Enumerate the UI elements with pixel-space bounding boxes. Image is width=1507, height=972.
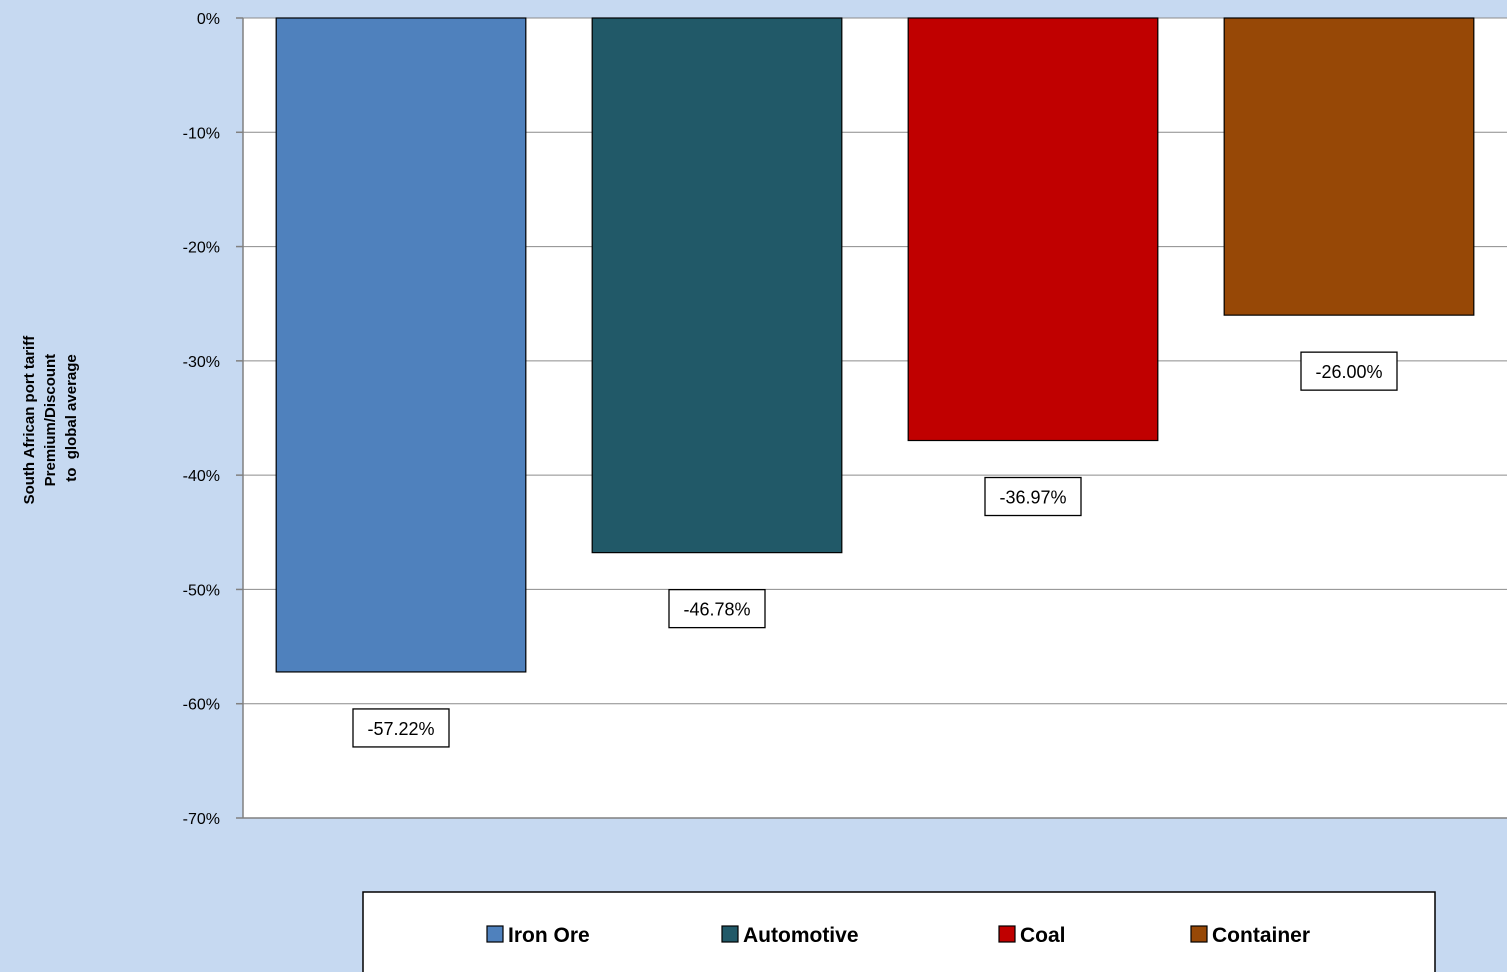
legend-entry: Coal [1020, 924, 1066, 947]
bar-coal [907, 17, 1159, 442]
y-tick-label: -40% [183, 468, 220, 485]
bar-automotive [591, 17, 843, 554]
legend-entry: Container [1212, 924, 1310, 947]
y-tick-label: -10% [183, 125, 220, 142]
y-tick-label: -30% [183, 354, 220, 371]
y-tick-label: -50% [183, 582, 220, 599]
bar-iron-ore [275, 17, 527, 673]
legend-entry: Iron Ore [508, 924, 590, 947]
y-axis-ticks: 0% -10% -20% -30% -40% -50% -60% -70% [183, 11, 243, 828]
legend-box [362, 891, 1436, 972]
y-tick-label: 0% [197, 11, 220, 28]
data-label-box [1300, 351, 1398, 391]
y-tick-label: -60% [183, 697, 220, 714]
y-tick-label: -20% [183, 240, 220, 257]
legend-swatch [486, 925, 504, 943]
legend-swatch [998, 925, 1016, 943]
data-label-box [352, 708, 450, 748]
legend-swatch [1190, 925, 1208, 943]
y-axis-label-line-3: to global average [63, 354, 80, 482]
y-axis-label-line-2: Premium/Discount [42, 354, 59, 487]
legend-swatch [721, 925, 739, 943]
data-label: -57.22% [367, 719, 434, 739]
data-label: -36.97% [999, 488, 1066, 508]
data-labels: -57.22% -46.78% -36.97% -26.00% [352, 351, 1398, 748]
data-label: -26.00% [1315, 362, 1382, 382]
legend: Iron Ore Automotive Coal Container [362, 891, 1436, 972]
data-label: -46.78% [683, 600, 750, 620]
bars [275, 17, 1475, 673]
data-label-box [984, 476, 1082, 517]
legend-entry: Automotive [743, 924, 859, 947]
bar-container [1223, 17, 1475, 316]
y-axis-label: South African port tariff Premium/Discou… [21, 332, 80, 505]
y-tick-label: -70% [183, 811, 220, 828]
data-label-box [668, 588, 766, 629]
y-axis-label-line-1: South African port tariff [21, 335, 38, 505]
